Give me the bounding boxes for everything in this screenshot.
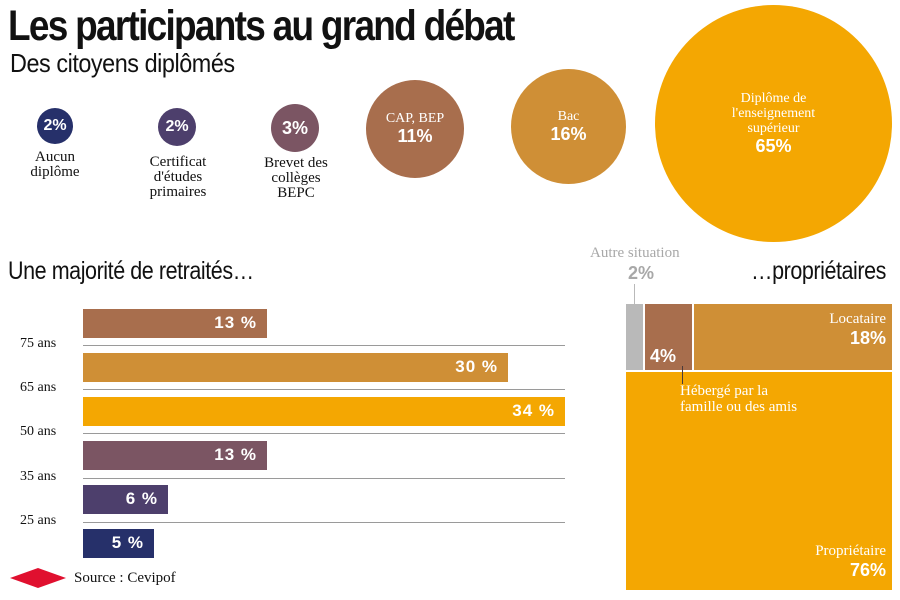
age-bar: 5 % bbox=[83, 529, 154, 558]
tm-heberge-value: 4% bbox=[650, 346, 677, 366]
age-axis-label: 50 ans bbox=[20, 424, 57, 439]
bubble-brevet: 3% bbox=[271, 104, 319, 152]
bubble-aucun-diplome: 2% bbox=[37, 108, 73, 144]
tm-locataire-value: 18% bbox=[849, 328, 886, 348]
age-bar: 30 % bbox=[83, 353, 508, 382]
bubble-label: CAP, BEP bbox=[385, 111, 445, 126]
gridline bbox=[83, 345, 565, 346]
age-bar: 6 % bbox=[83, 485, 168, 514]
tm-heberge-label: Hébergé par la famille ou des amis bbox=[680, 383, 798, 415]
bubble-label: Certificat d'études primaires bbox=[149, 154, 207, 200]
gridline bbox=[83, 478, 565, 479]
source-row: Source : Cevipof bbox=[10, 568, 176, 588]
diamond-logo-icon bbox=[10, 568, 66, 588]
gridline bbox=[83, 522, 565, 523]
tm-autre-rect bbox=[626, 304, 643, 370]
bubble-value: 11% bbox=[397, 126, 433, 146]
age-axis-label: 25 ans bbox=[20, 513, 57, 528]
bubble-label: Diplôme de l'enseignement supérieur bbox=[731, 90, 816, 136]
bubble-value: 2% bbox=[43, 117, 67, 134]
bubble-enseignement-superieur: Diplôme de l'enseignement supérieur 65% bbox=[655, 5, 892, 242]
age-bar: 13 % bbox=[83, 309, 267, 338]
age-section-title: Une majorité de retraités… bbox=[8, 257, 254, 285]
tm-autre-leader bbox=[634, 284, 635, 304]
tm-proprietaire-value: 76% bbox=[849, 560, 886, 580]
gridline bbox=[83, 389, 565, 390]
bubble-value: 16% bbox=[550, 123, 587, 144]
age-bar-value: 5 % bbox=[111, 533, 144, 552]
tm-autre-label: Autre situation bbox=[590, 245, 680, 261]
age-axis-label: 35 ans bbox=[20, 469, 57, 484]
housing-section-title: …propriétaires bbox=[751, 257, 886, 285]
age-bar: 34 % bbox=[83, 397, 565, 426]
bubble-value: 65% bbox=[755, 135, 792, 156]
bubble-cap-bep: CAP, BEP 11% bbox=[366, 80, 464, 178]
page-title: Les participants au grand débat bbox=[8, 2, 515, 50]
age-bar-value: 34 % bbox=[512, 401, 555, 420]
source-text: Source : Cevipof bbox=[74, 569, 176, 586]
tm-autre-value: 2% bbox=[628, 263, 655, 283]
age-bar-value: 6 % bbox=[125, 489, 158, 508]
gridline bbox=[83, 433, 565, 434]
bubble-value: 2% bbox=[165, 118, 189, 135]
age-bar-value: 13 % bbox=[214, 445, 257, 464]
bubble-value: 3% bbox=[281, 117, 308, 138]
tm-proprietaire-rect bbox=[626, 372, 892, 590]
bubble-certificat: 2% bbox=[158, 108, 196, 146]
age-bar-value: 13 % bbox=[214, 313, 257, 332]
tm-locataire-rect bbox=[694, 304, 892, 370]
age-axis-label: 65 ans bbox=[20, 380, 57, 395]
tm-locataire-text: Locataire 18% bbox=[829, 311, 886, 349]
tm-heberge-leader bbox=[682, 366, 683, 384]
age-axis-label: 75 ans bbox=[20, 336, 57, 351]
bubble-label: Brevet des collèges BEPC bbox=[264, 155, 328, 201]
tm-proprietaire-label: Propriétaire bbox=[815, 543, 886, 559]
tm-proprietaire-text: Propriétaire 76% bbox=[815, 543, 886, 581]
tm-heberge-rect bbox=[645, 304, 692, 370]
age-bar-value: 30 % bbox=[455, 357, 498, 376]
age-bar: 13 % bbox=[83, 441, 267, 470]
tm-locataire-label: Locataire bbox=[829, 311, 886, 327]
bubble-bac: Bac 16% bbox=[511, 69, 626, 184]
page-subtitle: Des citoyens diplômés bbox=[10, 48, 235, 78]
bubble-label: Bac bbox=[557, 108, 580, 124]
bubble-label: Aucun diplôme bbox=[30, 149, 80, 180]
